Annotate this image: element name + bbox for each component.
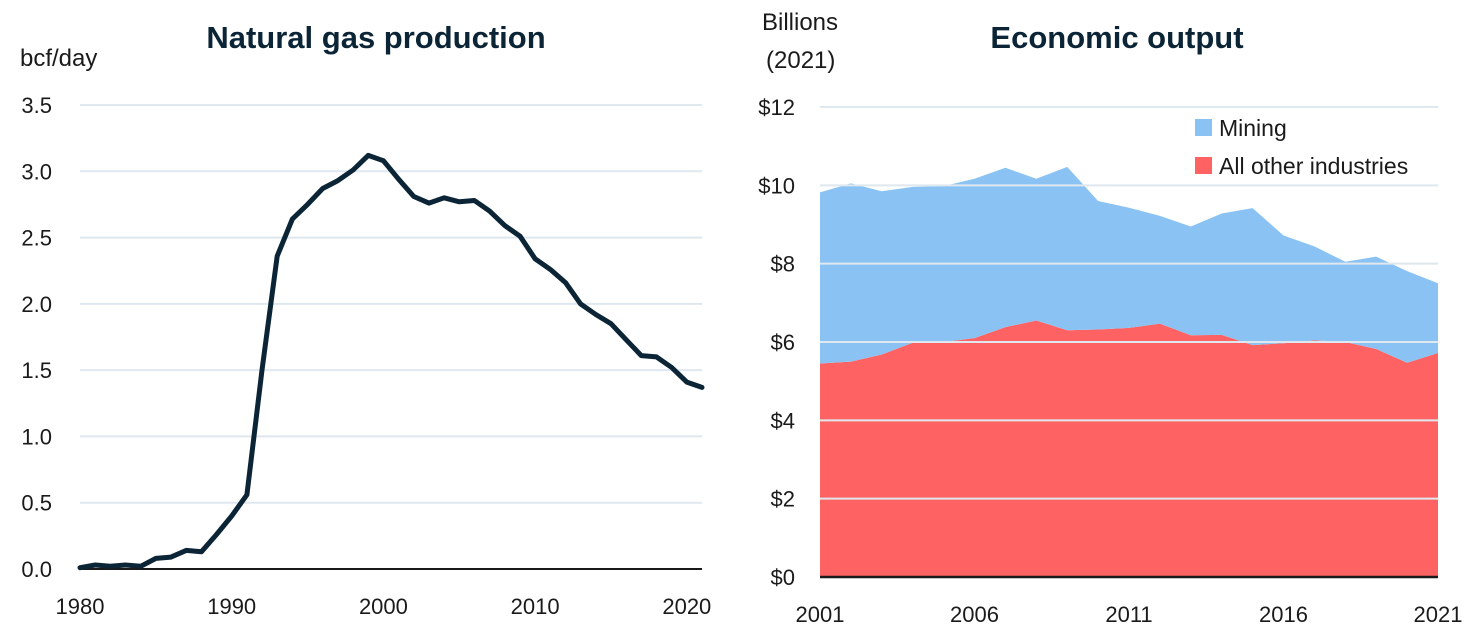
left-x-tick-label: 1980 <box>56 594 105 619</box>
right-stacked-areas <box>820 166 1438 577</box>
right-x-tick-label: 2001 <box>796 602 845 627</box>
right-y-tick-label: $2 <box>771 487 795 512</box>
right-x-tick-labels: 2001 2006 2011 2016 2021 <box>796 602 1463 627</box>
legend-swatch-all-other-industries <box>1195 157 1212 174</box>
left-x-tick-label: 2020 <box>662 594 711 619</box>
right-y-axis-label-line2: (2021) <box>766 47 835 74</box>
left-y-tick-label: 1.5 <box>21 358 52 383</box>
economic-output-chart: Economic output Billions (2021) $0 $2 $4 $6… <box>758 9 1462 627</box>
legend: Mining All other industries <box>1195 115 1408 179</box>
right-y-tick-label: $12 <box>758 95 795 120</box>
area-mining <box>820 166 1438 364</box>
left-y-tick-label: 0.0 <box>21 557 52 582</box>
left-x-tick-label: 1990 <box>207 594 256 619</box>
right-y-tick-label: $4 <box>771 408 795 433</box>
left-x-tick-labels: 1980 1990 2000 2010 2020 <box>56 594 712 619</box>
right-y-axis-label-line1: Billions <box>762 9 838 36</box>
right-x-tick-label: 2006 <box>950 602 999 627</box>
left-gridlines <box>80 104 702 504</box>
left-y-tick-label: 3.5 <box>21 93 52 118</box>
left-y-tick-label: 1.0 <box>21 424 52 449</box>
right-x-tick-label: 2011 <box>1105 602 1152 627</box>
right-y-tick-label: $10 <box>758 173 795 198</box>
gas-production-line <box>77 152 705 571</box>
left-y-tick-labels: 0.0 0.5 1.0 1.5 2.0 2.5 3.0 3.5 <box>21 93 52 582</box>
right-gridlines <box>820 106 1438 500</box>
right-x-tick-label: 2016 <box>1259 602 1308 627</box>
right-chart-title: Economic output <box>990 20 1243 55</box>
right-y-tick-label: $8 <box>771 252 795 277</box>
left-y-tick-label: 3.0 <box>21 159 52 184</box>
left-y-tick-label: 2.0 <box>21 292 52 317</box>
legend-label-all-other-industries: All other industries <box>1219 153 1408 179</box>
natural-gas-chart: Natural gas production bcf/day 0.0 0.5 1.0… <box>20 20 711 619</box>
area-all-other-industries <box>820 320 1438 577</box>
left-y-axis-label: bcf/day <box>20 45 97 72</box>
left-x-tick-label: 2010 <box>511 594 560 619</box>
right-y-tick-labels: $0 $2 $4 $6 $8 $10 $12 <box>758 95 795 590</box>
right-y-tick-label: $6 <box>771 330 795 355</box>
left-chart-title: Natural gas production <box>206 20 545 55</box>
right-x-tick-label: 2021 <box>1414 602 1463 627</box>
legend-label-mining: Mining <box>1219 115 1287 141</box>
right-y-tick-label: $0 <box>771 565 795 590</box>
left-y-tick-label: 0.5 <box>21 491 52 516</box>
legend-swatch-mining <box>1195 119 1212 136</box>
left-x-tick-label: 2000 <box>359 594 408 619</box>
left-y-tick-label: 2.5 <box>21 226 52 251</box>
